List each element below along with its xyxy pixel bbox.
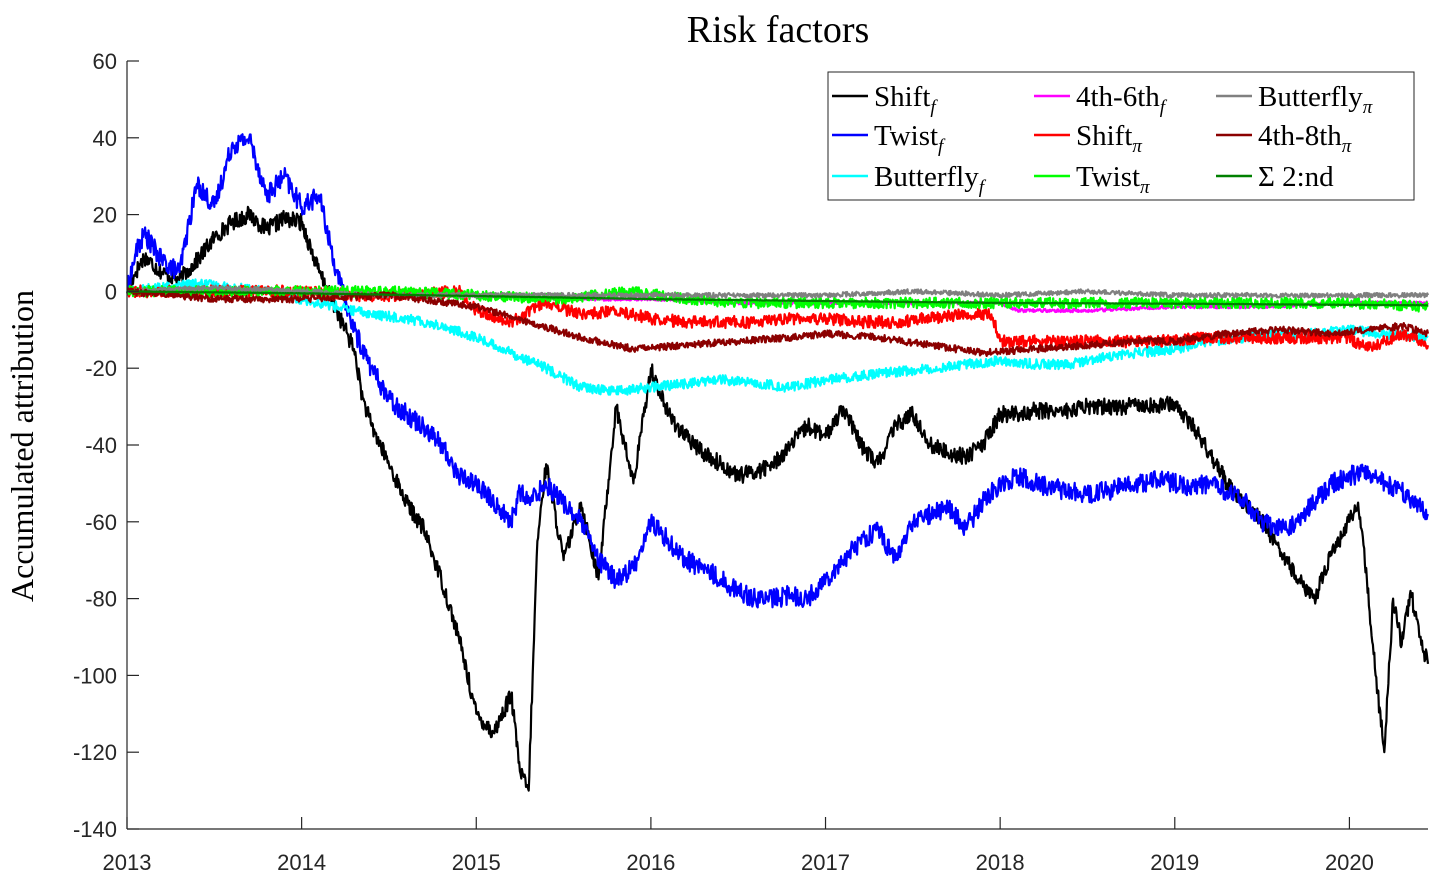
- x-tick-label: 2020: [1325, 850, 1374, 875]
- y-tick-label: 40: [93, 126, 117, 151]
- x-tick-label: 2013: [103, 850, 152, 875]
- legend-entry-label: Twistπ: [1076, 161, 1150, 198]
- legend-entry-label: Σ 2:nd: [1258, 161, 1334, 193]
- x-tick-label: 2018: [976, 850, 1025, 875]
- y-tick-label: 20: [93, 203, 117, 228]
- legend-entry-label: 4th-6thf: [1076, 81, 1168, 118]
- x-tick-label: 2019: [1150, 850, 1199, 875]
- x-tick-label: 2014: [277, 850, 326, 875]
- series-line-sigma-2-nd: [126, 290, 1429, 307]
- legend-entry-label: Twistf: [874, 120, 946, 157]
- y-tick-label: -40: [85, 433, 117, 458]
- legend-box: [827, 71, 1415, 201]
- x-tick-label: 2017: [801, 850, 850, 875]
- legend-entry-label: 4th-8thπ: [1258, 120, 1352, 157]
- series-layer: [125, 133, 1430, 792]
- y-tick-label: -20: [85, 356, 117, 381]
- legend-entry-label: Shiftπ: [1076, 120, 1142, 157]
- legend-entry-label: Shiftf: [874, 81, 938, 118]
- y-tick-label: 0: [105, 279, 117, 304]
- series-line-shift-f: [125, 205, 1430, 792]
- y-tick-label: -120: [73, 740, 117, 765]
- x-tick-label: 2015: [452, 850, 501, 875]
- y-tick-label: -100: [73, 663, 117, 688]
- y-axis-label: Accumulated attribution: [4, 290, 40, 602]
- y-tick-label: -140: [73, 817, 117, 842]
- y-tick-label: 60: [93, 49, 117, 74]
- series-line-twist-f: [126, 133, 1430, 609]
- legend-entry-label: Butterflyf: [874, 161, 987, 198]
- x-tick-label: 2016: [626, 850, 675, 875]
- y-tick-label: -60: [85, 510, 117, 535]
- legend-entry-label: Butterflyπ: [1258, 81, 1373, 118]
- chart-title: Risk factors: [687, 9, 870, 51]
- y-tick-label: -80: [85, 587, 117, 612]
- axes-layer: -140 -120 -100 -80 -60 -40 -20 0 20 40 60 2013 2014 2…: [73, 49, 1428, 875]
- series-line-4th-8th-pi: [126, 287, 1430, 357]
